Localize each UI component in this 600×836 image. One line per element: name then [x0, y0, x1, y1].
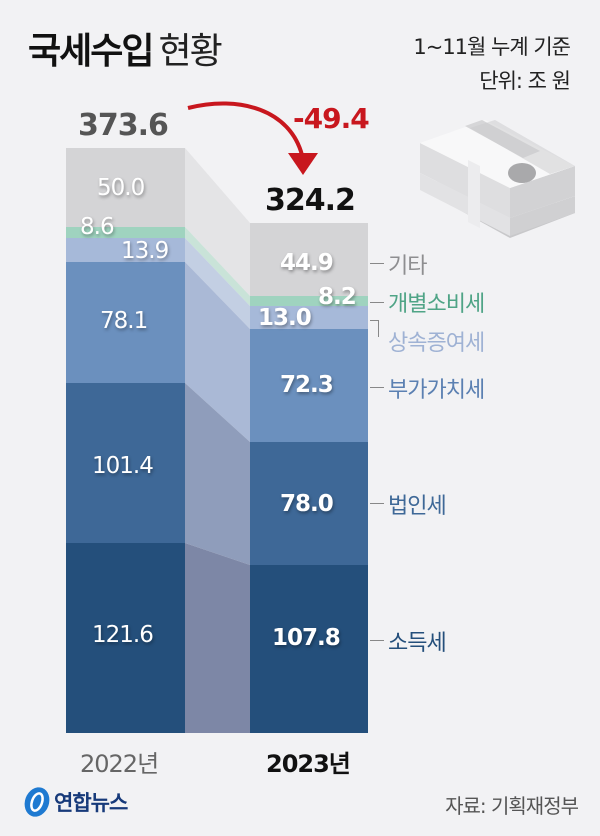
legend-소득세: 소득세 [388, 631, 447, 656]
bar-connector [185, 148, 250, 733]
value-개별소비세-2023: 8.2 [318, 284, 357, 310]
source-note: 자료: 기획재정부 [445, 794, 579, 818]
segment-소득세-2022 [66, 543, 185, 733]
legend-tick [370, 503, 384, 504]
legend-tick [370, 302, 384, 303]
title-bold: 국세수입 [28, 31, 154, 72]
money-stack-icon [420, 120, 575, 238]
year-label-2023: 2023년 [266, 750, 351, 778]
unit-note: 단위: 조 원 [479, 69, 571, 93]
logo-text: 연합뉴스 [54, 791, 128, 815]
year-label-2022: 2022년 [80, 750, 159, 778]
total-2023: 324.2 [265, 183, 356, 218]
segment-부가가치세-2023 [250, 329, 368, 442]
legend-기타: 기타 [388, 254, 427, 279]
value-소득세-2023: 107.8 [272, 625, 341, 651]
legend-bracket [370, 320, 379, 337]
legend-상속증여세: 상속증여세 [388, 331, 485, 356]
title-light: 현황 [158, 31, 222, 72]
value-부가가치세-2022: 78.1 [100, 308, 148, 334]
yonhap-logo: 연합뉴스 [22, 785, 128, 819]
basis-note: 1~11월 누계 기준 [413, 35, 571, 59]
legend-부가가치세: 부가가치세 [388, 378, 485, 403]
legend-개별소비세: 개별소비세 [388, 292, 485, 317]
change-label: -49.4 [293, 102, 370, 135]
segment-법인세-2022 [66, 383, 185, 543]
bar-2023: 44.9 8.2 13.0 72.3 78.0 107.8 [250, 223, 368, 733]
segment-소득세-2023 [250, 565, 368, 733]
segment-부가가치세-2022 [66, 262, 185, 383]
segment-개별소비세-2023 [250, 296, 368, 306]
value-상속증여세-2022: 13.9 [121, 238, 169, 264]
bar-2022: 50.0 8.6 13.9 78.1 101.4 121.6 [66, 148, 185, 733]
value-법인세-2022: 101.4 [92, 453, 154, 479]
value-법인세-2023: 78.0 [280, 491, 334, 517]
segment-상속증여세-2023 [250, 306, 368, 329]
legend-tick [370, 387, 384, 388]
total-2022: 373.6 [78, 108, 169, 143]
decrease-arrow-icon [187, 101, 318, 175]
value-상속증여세-2023: 13.0 [258, 305, 312, 331]
segment-개별소비세-2022 [66, 227, 185, 238]
chart-title: 국세수입 현황 [28, 22, 223, 74]
value-부가가치세-2023: 72.3 [280, 372, 334, 398]
segment-기타-2022 [66, 148, 185, 227]
value-개별소비세-2022: 8.6 [80, 214, 115, 240]
legend-tick [370, 263, 384, 264]
value-기타-2022: 50.0 [97, 175, 145, 201]
value-기타-2023: 44.9 [280, 250, 334, 276]
legend-법인세: 법인세 [388, 494, 447, 519]
legend-tick [370, 640, 384, 641]
yonhap-logo-icon [24, 787, 50, 817]
value-소득세-2022: 121.6 [92, 622, 154, 648]
segment-기타-2023 [250, 223, 368, 296]
segment-법인세-2023 [250, 442, 368, 565]
segment-상속증여세-2022 [66, 238, 185, 262]
